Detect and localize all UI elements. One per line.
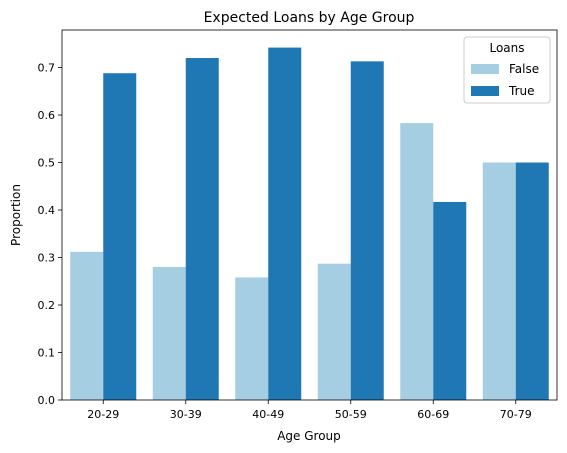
bar-false-20-29 [70, 251, 104, 400]
bar-true-40-49 [268, 47, 302, 400]
bars-group [70, 47, 549, 401]
legend-label-false: False [509, 62, 539, 76]
plot-frame [61, 29, 558, 401]
y-tick-label: 0.1 [38, 347, 56, 360]
x-tick-label: 30-39 [170, 408, 202, 421]
y-tick-label: 0.7 [38, 62, 56, 75]
chart-title: Expected Loans by Age Group [204, 10, 415, 26]
x-axis: 20-29 30-39 40-49 50-59 60-69 70-79 [87, 400, 532, 421]
legend-title: Loans [489, 41, 524, 55]
x-tick-label: 20-29 [87, 408, 119, 421]
x-tick-label: 60-69 [417, 408, 449, 421]
y-tick-label: 0.4 [38, 204, 56, 217]
bar-false-70-79 [482, 162, 516, 400]
y-tick-label: 0.6 [38, 109, 56, 122]
bar-true-30-39 [185, 58, 219, 401]
y-axis: 0.0 0.1 0.2 0.3 0.4 0.5 0.6 0.7 [38, 62, 62, 407]
x-axis-label: Age Group [277, 429, 341, 443]
bar-true-50-59 [350, 61, 384, 400]
bar-false-30-39 [152, 267, 186, 400]
legend-swatch-false [471, 64, 499, 74]
bar-false-50-59 [317, 263, 351, 400]
y-tick-label: 0.0 [38, 394, 56, 407]
x-tick-label: 50-59 [335, 408, 367, 421]
x-tick-label: 40-49 [252, 408, 284, 421]
bar-false-60-69 [400, 123, 434, 400]
legend-label-true: True [508, 84, 535, 98]
bar-true-60-69 [433, 201, 467, 400]
x-tick-label: 70-79 [500, 408, 532, 421]
legend-swatch-true [471, 86, 499, 96]
y-tick-label: 0.2 [38, 299, 56, 312]
bar-true-70-79 [515, 162, 549, 400]
y-axis-label: Proportion [9, 184, 23, 246]
y-tick-label: 0.5 [38, 157, 56, 170]
bar-false-40-49 [235, 277, 269, 400]
legend: Loans False True [463, 36, 551, 104]
y-tick-label: 0.3 [38, 252, 56, 265]
bar-true-20-29 [103, 73, 137, 400]
